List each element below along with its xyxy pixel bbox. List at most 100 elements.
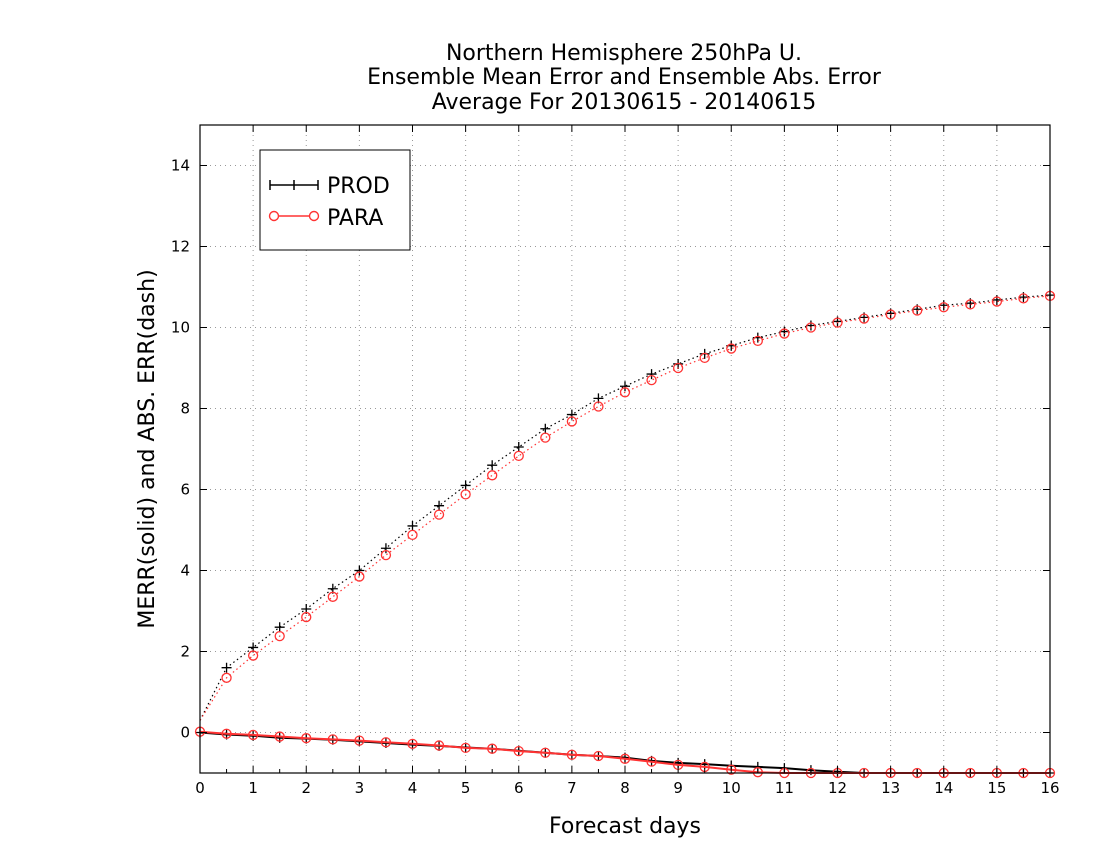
x-tick-label: 7 — [567, 779, 577, 797]
x-tick-label: 3 — [355, 779, 365, 797]
data-point-para-merr — [619, 753, 631, 764]
data-point-para-abserr — [433, 509, 445, 520]
plot-area — [194, 290, 1056, 779]
data-point-para-abserr — [513, 450, 524, 462]
data-point-prod-abserr — [779, 326, 790, 337]
data-point-para-abserr — [247, 650, 259, 661]
data-point-prod-abserr — [805, 320, 816, 331]
data-point-para-abserr — [832, 317, 843, 328]
data-point-para-abserr — [354, 571, 365, 582]
x-tick-label: 9 — [673, 779, 683, 797]
y-tick-label: 8 — [180, 400, 190, 418]
chart-title: Northern Hemisphere 250hPa U. Ensemble M… — [367, 41, 882, 115]
data-point-para-abserr — [487, 470, 498, 481]
y-tick-label: 10 — [171, 319, 190, 337]
data-point-prod-abserr — [566, 409, 577, 420]
data-point-para-merr — [380, 737, 392, 748]
y-tick-label: 6 — [180, 481, 190, 499]
data-point-para-merr — [566, 749, 578, 760]
data-point-para-merr — [327, 734, 338, 745]
data-point-para-abserr — [991, 296, 1003, 307]
data-point-para-abserr — [726, 343, 737, 354]
data-point-para-abserr — [1018, 293, 1029, 304]
x-tick-label: 1 — [248, 779, 258, 797]
legend-para-circle-icon — [308, 210, 320, 222]
data-point-para-abserr — [380, 549, 392, 561]
title-line-3: Average For 20130615 - 20140615 — [432, 90, 817, 115]
data-point-para-abserr — [540, 432, 551, 443]
grid-lines — [200, 125, 1050, 773]
data-point-prod-abserr — [380, 543, 391, 554]
data-point-para-merr — [354, 735, 365, 746]
x-tick-label: 8 — [620, 779, 630, 797]
data-point-para-abserr — [699, 352, 710, 364]
data-point-prod-abserr — [513, 441, 524, 452]
y-tick-label: 4 — [180, 562, 190, 580]
y-tick-label: 12 — [171, 238, 190, 256]
data-point-para-merr — [752, 767, 763, 778]
data-point-para-merr — [433, 740, 445, 751]
data-point-para-abserr — [858, 313, 870, 324]
data-point-para-abserr — [885, 309, 896, 320]
x-tick-label: 0 — [195, 779, 205, 797]
data-point-para-merr — [221, 728, 232, 739]
series-line-prod-abserr — [199, 294, 1051, 721]
data-point-para-merr — [540, 747, 551, 758]
title-line-1: Northern Hemisphere 250hPa U. — [446, 41, 802, 66]
data-point-prod-abserr — [620, 381, 630, 392]
data-point-para-merr — [593, 750, 604, 762]
y-tick-label: 2 — [180, 643, 190, 661]
x-tick-label: 12 — [828, 779, 847, 797]
data-point-para-merr — [247, 729, 259, 741]
x-tick-label: 10 — [722, 779, 741, 797]
legend-item-para: PARA — [268, 206, 383, 231]
x-tick-label: 16 — [1040, 779, 1059, 797]
data-point-prod-abserr — [407, 520, 418, 531]
x-tick-label: 2 — [301, 779, 311, 797]
legend: PROD PARA — [259, 149, 411, 251]
data-point-para-merr — [407, 738, 418, 749]
data-point-prod-abserr — [487, 460, 498, 471]
x-axis-label: Forecast days — [549, 814, 701, 839]
legend-prod-label: PROD — [327, 174, 390, 199]
data-point-para-abserr — [619, 387, 631, 398]
data-point-prod-abserr — [221, 662, 232, 673]
data-point-prod-abserr — [646, 369, 657, 380]
legend-box — [259, 149, 411, 251]
data-point-prod-abserr — [460, 480, 471, 491]
data-point-prod-abserr — [274, 622, 285, 633]
data-point-para-abserr — [460, 489, 471, 500]
y-tick-label: 14 — [171, 157, 190, 175]
title-line-2: Ensemble Mean Error and Ensemble Abs. Er… — [367, 65, 882, 90]
data-point-para-abserr — [566, 416, 578, 427]
data-point-para-abserr — [938, 302, 949, 313]
data-point-para-abserr — [805, 322, 817, 333]
data-point-para-abserr — [672, 362, 684, 374]
data-point-para-abserr — [274, 630, 285, 642]
data-point-para-abserr — [327, 591, 338, 602]
x-tick-label: 15 — [987, 779, 1006, 797]
data-point-para-merr — [513, 745, 524, 757]
data-point-para-abserr — [779, 328, 790, 339]
data-point-prod-abserr — [354, 565, 365, 576]
x-tick-label: 4 — [408, 779, 418, 797]
data-point-para-merr — [301, 733, 312, 744]
data-point-para-merr — [274, 731, 285, 742]
data-point-para-abserr — [965, 299, 976, 310]
data-point-para-merr — [646, 756, 657, 767]
data-point-prod-abserr — [540, 423, 551, 434]
x-tick-label: 5 — [461, 779, 471, 797]
plot-frame — [199, 124, 1051, 774]
data-point-para-abserr — [301, 611, 312, 623]
data-point-para-abserr — [646, 374, 657, 386]
data-point-para-abserr — [407, 529, 418, 541]
legend-para-circle-icon — [268, 210, 280, 222]
x-tick-label: 13 — [881, 779, 900, 797]
y-tick-label: 0 — [180, 724, 190, 742]
data-point-prod-abserr — [938, 300, 949, 311]
legend-para-label: PARA — [327, 206, 383, 231]
legend-item-prod: PROD — [269, 174, 390, 199]
data-point-para-abserr — [912, 305, 923, 316]
